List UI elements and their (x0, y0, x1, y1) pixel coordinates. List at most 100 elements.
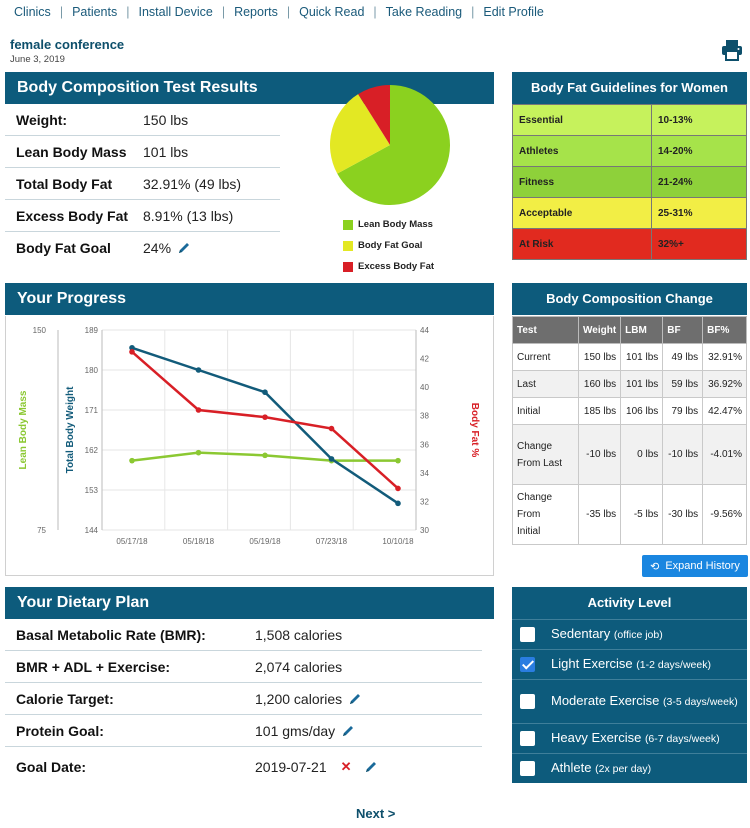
x-tick-label: 05/17/18 (116, 537, 148, 546)
activity-option-moderate[interactable]: Moderate Exercise (3-5 days/week) (512, 679, 747, 723)
pie-legend: Lean Body Mass Body Fat Goal Excess Body… (343, 214, 434, 277)
activity-option-heavy[interactable]: Heavy Exercise (6-7 days/week) (512, 723, 747, 753)
edit-pencil-icon[interactable] (364, 760, 378, 774)
excess-fat-label: Excess Body Fat (16, 207, 129, 224)
activity-option-light[interactable]: Light Exercise (1-2 days/week) (512, 649, 747, 679)
bmr-label: Basal Metabolic Rate (BMR): (16, 626, 206, 643)
print-icon[interactable] (720, 38, 744, 62)
table-row: Last 160 lbs 101 lbs 59 lbs 36.92% (512, 370, 747, 398)
edit-pencil-icon[interactable] (341, 724, 355, 738)
bf-tick-label: 42 (420, 355, 429, 364)
edit-pencil-icon[interactable] (177, 241, 191, 255)
cell: 59 lbs (662, 370, 704, 398)
clear-x-icon[interactable]: ✕ (340, 759, 352, 774)
body-comp-row: Excess Body Fat 8.91% (13 lbs) (5, 200, 280, 232)
activity-list: Sedentary (office job) Light Exercise (1… (512, 619, 747, 783)
activity-label-wrap: Light Exercise (1-2 days/week) (551, 656, 711, 673)
progress-line-chart: 189 180 171 162 153 144 44 42 40 38 36 34 32 30 150 75 0… (18, 326, 480, 546)
calorie-target-value: 1,200 calories (255, 690, 343, 707)
client-date: June 3, 2019 (10, 54, 65, 65)
activity-label-wrap: Moderate Exercise (3-5 days/week) (551, 693, 738, 710)
calorie-target-cell: 1,200 calories (255, 691, 362, 707)
data-point-body-fat (195, 407, 202, 413)
pie-slice-lean-body-mass (337, 85, 450, 205)
diet-row: Basal Metabolic Rate (BMR): 1,508 calorie… (5, 619, 482, 651)
weight-tick-label: 180 (85, 366, 99, 375)
activity-label: Light Exercise (551, 656, 633, 671)
data-point-body-fat (328, 425, 335, 432)
weight-tick-label: 171 (85, 406, 99, 415)
nav-clinics[interactable]: Clinics (14, 5, 51, 19)
checkbox[interactable] (520, 627, 535, 642)
expand-history-label: Expand History (665, 560, 740, 572)
body-comp-row: Weight: 150 lbs (5, 104, 280, 136)
weight-value: 150 lbs (143, 111, 189, 128)
table-row: Change From Last -10 lbs 0 lbs -10 lbs -… (512, 424, 747, 485)
cell: 49 lbs (662, 343, 704, 371)
guideline-row: Fitness 21-24% (512, 166, 747, 198)
data-point-body-fat (262, 414, 268, 420)
edit-pencil-icon[interactable] (348, 692, 362, 706)
nav-separator: | (373, 5, 377, 19)
expand-history-button[interactable]: ⟲ Expand History (642, 555, 748, 577)
row-label: Change From Initial (512, 484, 579, 545)
activity-label: Moderate Exercise (551, 693, 660, 708)
diet-table: Basal Metabolic Rate (BMR): 1,508 calorie… (5, 619, 482, 787)
activity-label-wrap: Heavy Exercise (6-7 days/week) (551, 730, 720, 747)
cell: 0 lbs (620, 424, 664, 485)
activity-label-wrap: Athlete (2x per day) (551, 760, 651, 777)
activity-label: Heavy Exercise (551, 730, 642, 745)
lbm-tick-label: 75 (37, 526, 46, 535)
body-comp-row: Lean Body Mass 101 lbs (5, 136, 280, 168)
nav-reports[interactable]: Reports (234, 5, 278, 19)
table-row: Change From Initial -35 lbs -5 lbs -30 l… (512, 484, 747, 545)
cell: -9.56% (702, 484, 747, 545)
body-comp-row: Body Fat Goal 24% (5, 232, 280, 264)
data-point-total-body-weight (328, 456, 335, 462)
bmr-adl-value: 2,074 calories (255, 658, 343, 675)
activity-sub: (3-5 days/week) (663, 696, 738, 708)
cell: 101 lbs (620, 370, 664, 398)
weight-tick-label: 153 (85, 486, 99, 495)
table-row: Initial 185 lbs 106 lbs 79 lbs 42.47% (512, 397, 747, 425)
nav-quick-read[interactable]: Quick Read (299, 5, 365, 19)
comp-change-header-row: Test Weight LBM BF BF% (512, 316, 747, 344)
activity-option-athlete[interactable]: Athlete (2x per day) (512, 753, 747, 783)
row-label: Current (512, 343, 579, 371)
guideline-row: Essential 10-13% (512, 104, 747, 136)
guideline-category: Essential (512, 104, 652, 136)
bf-tick-label: 30 (420, 526, 429, 535)
bf-tick-label: 40 (420, 383, 429, 392)
activity-option-sedentary[interactable]: Sedentary (office job) (512, 619, 747, 649)
legend-label: Excess Body Fat (358, 261, 435, 272)
cell: -4.01% (702, 424, 747, 485)
cell: 101 lbs (620, 343, 664, 371)
progress-header: Your Progress (5, 283, 494, 315)
activity-sub: (1-2 days/week) (636, 659, 711, 671)
checkbox[interactable] (520, 761, 535, 776)
col-lbm: LBM (620, 316, 664, 344)
series-line-body-fat (131, 350, 399, 490)
checkbox[interactable] (520, 731, 535, 746)
checkbox-checked[interactable] (520, 657, 535, 672)
nav-take-reading[interactable]: Take Reading (385, 5, 463, 19)
activity-sub: (office job) (613, 629, 663, 641)
body-comp-table: Weight: 150 lbs Lean Body Mass 101 lbs Tot… (5, 104, 280, 264)
nav-edit-profile[interactable]: Edit Profile (483, 5, 544, 19)
next-link[interactable]: Next > (356, 806, 396, 821)
checkbox[interactable] (520, 694, 535, 709)
nav-patients[interactable]: Patients (72, 5, 118, 19)
data-point-total-body-weight (195, 367, 202, 373)
cell: -10 lbs (662, 424, 704, 485)
cell: 32.91% (702, 343, 747, 371)
row-label: Last (512, 370, 579, 398)
weight-tick-label: 189 (85, 326, 99, 335)
bf-tick-label: 38 (420, 412, 429, 421)
pie-slice-excess-body-fat (358, 85, 390, 145)
body-comp-row: Total Body Fat 32.91% (49 lbs) (5, 168, 280, 200)
guideline-range: 14-20% (651, 135, 747, 167)
col-bfpct: BF% (702, 316, 747, 344)
nav-install-device[interactable]: Install Device (138, 5, 213, 19)
fat-goal-cell: 24% (143, 240, 191, 256)
client-name: female conference (10, 37, 125, 52)
